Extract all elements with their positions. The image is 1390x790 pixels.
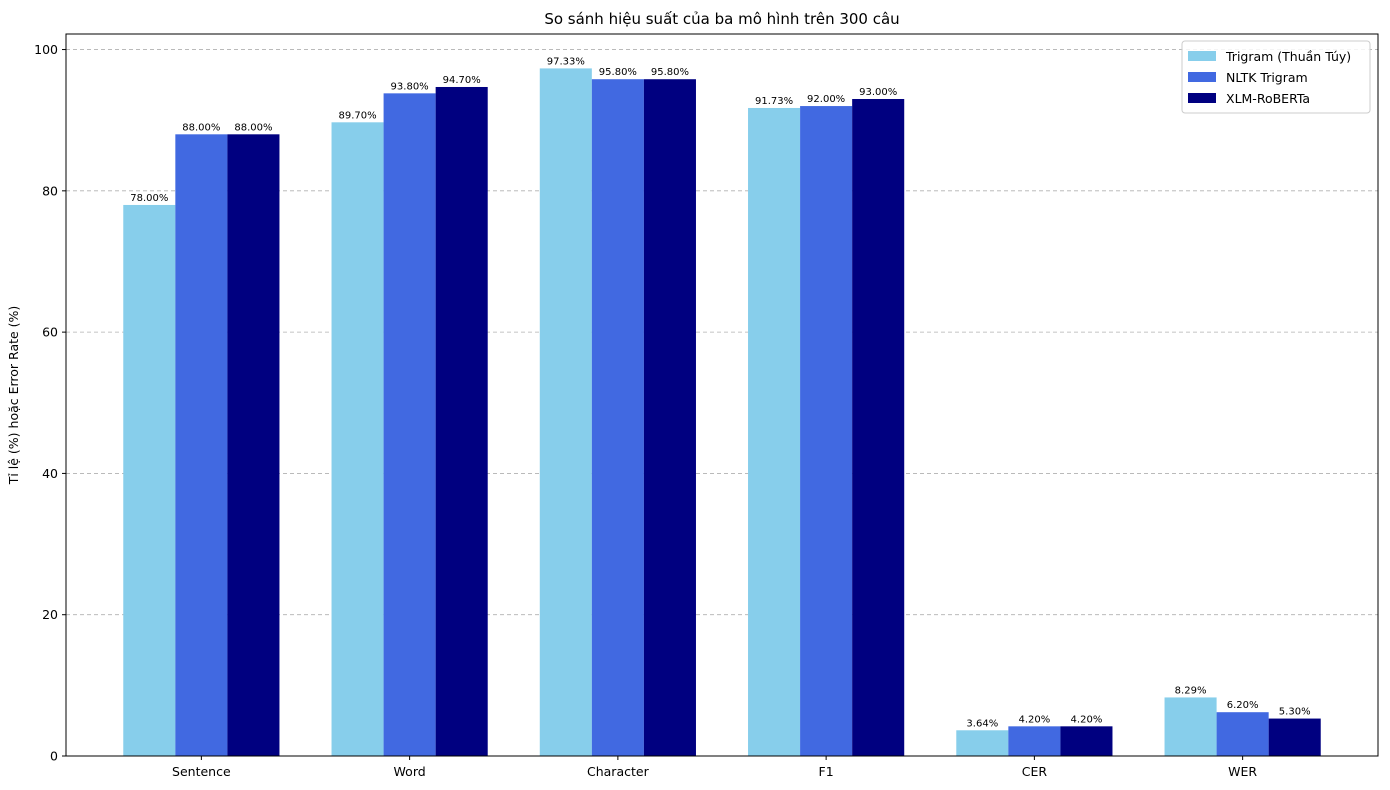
data-label: 88.00% xyxy=(234,122,272,133)
bar xyxy=(1217,712,1269,756)
x-tick-label: F1 xyxy=(819,764,834,779)
data-label: 94.70% xyxy=(443,75,481,86)
data-label: 78.00% xyxy=(130,193,168,204)
legend-swatch xyxy=(1188,51,1216,61)
bar xyxy=(956,730,1008,756)
x-tick-label: WER xyxy=(1228,764,1257,779)
data-label: 93.80% xyxy=(391,81,429,92)
chart-title: So sánh hiệu suất của ba mô hình trên 30… xyxy=(544,10,899,28)
y-tick-label: 0 xyxy=(50,749,58,764)
y-tick-label: 40 xyxy=(42,466,58,481)
data-label: 95.80% xyxy=(599,67,637,78)
legend-swatch xyxy=(1188,72,1216,82)
y-tick-label: 80 xyxy=(42,183,58,198)
legend-entry: Trigram (Thuần Túy) xyxy=(1225,49,1351,64)
legend: Trigram (Thuần Túy) NLTK Trigram XLM-RoBER… xyxy=(1182,41,1370,113)
y-tick-label: 20 xyxy=(42,607,58,622)
data-label: 8.29% xyxy=(1175,685,1207,696)
data-label: 97.33% xyxy=(547,56,585,67)
bar xyxy=(384,93,436,756)
bar xyxy=(592,79,644,756)
data-label: 91.73% xyxy=(755,96,793,107)
bar xyxy=(748,108,800,756)
bar xyxy=(1008,726,1060,756)
bar xyxy=(227,134,279,756)
y-axis-label: Tỉ lệ (%) hoặc Error Rate (%) xyxy=(6,306,21,486)
x-tick-label: Character xyxy=(587,764,650,779)
y-tick-label: 60 xyxy=(42,325,58,340)
bar xyxy=(644,79,696,756)
bar xyxy=(332,122,384,756)
data-label: 89.70% xyxy=(338,110,376,121)
bar xyxy=(1269,719,1321,756)
data-label: 4.20% xyxy=(1071,714,1103,725)
bar xyxy=(1165,697,1217,756)
legend-entry: XLM-RoBERTa xyxy=(1226,91,1310,106)
bar xyxy=(175,134,227,756)
bar xyxy=(540,68,592,756)
data-label: 3.64% xyxy=(966,718,998,729)
data-label: 92.00% xyxy=(807,94,845,105)
bar xyxy=(1060,726,1112,756)
x-tick-label: Sentence xyxy=(172,764,231,779)
legend-entry: NLTK Trigram xyxy=(1226,70,1308,85)
x-tick-label: CER xyxy=(1022,764,1048,779)
legend-swatch xyxy=(1188,93,1216,103)
bar xyxy=(800,106,852,756)
data-label: 5.30% xyxy=(1279,707,1311,718)
y-tick-label: 100 xyxy=(34,42,58,57)
data-labels: 78.00% 88.00% 88.00% 89.70% 93.80% 94.70% 97.3… xyxy=(130,56,1310,729)
bar xyxy=(852,99,904,756)
bar xyxy=(436,87,488,756)
bars xyxy=(123,68,1320,756)
data-label: 4.20% xyxy=(1018,714,1050,725)
data-label: 88.00% xyxy=(182,122,220,133)
data-label: 95.80% xyxy=(651,67,689,78)
bar xyxy=(123,205,175,756)
data-label: 6.20% xyxy=(1227,700,1259,711)
x-tick-label: Word xyxy=(394,764,426,779)
data-label: 93.00% xyxy=(859,87,897,98)
